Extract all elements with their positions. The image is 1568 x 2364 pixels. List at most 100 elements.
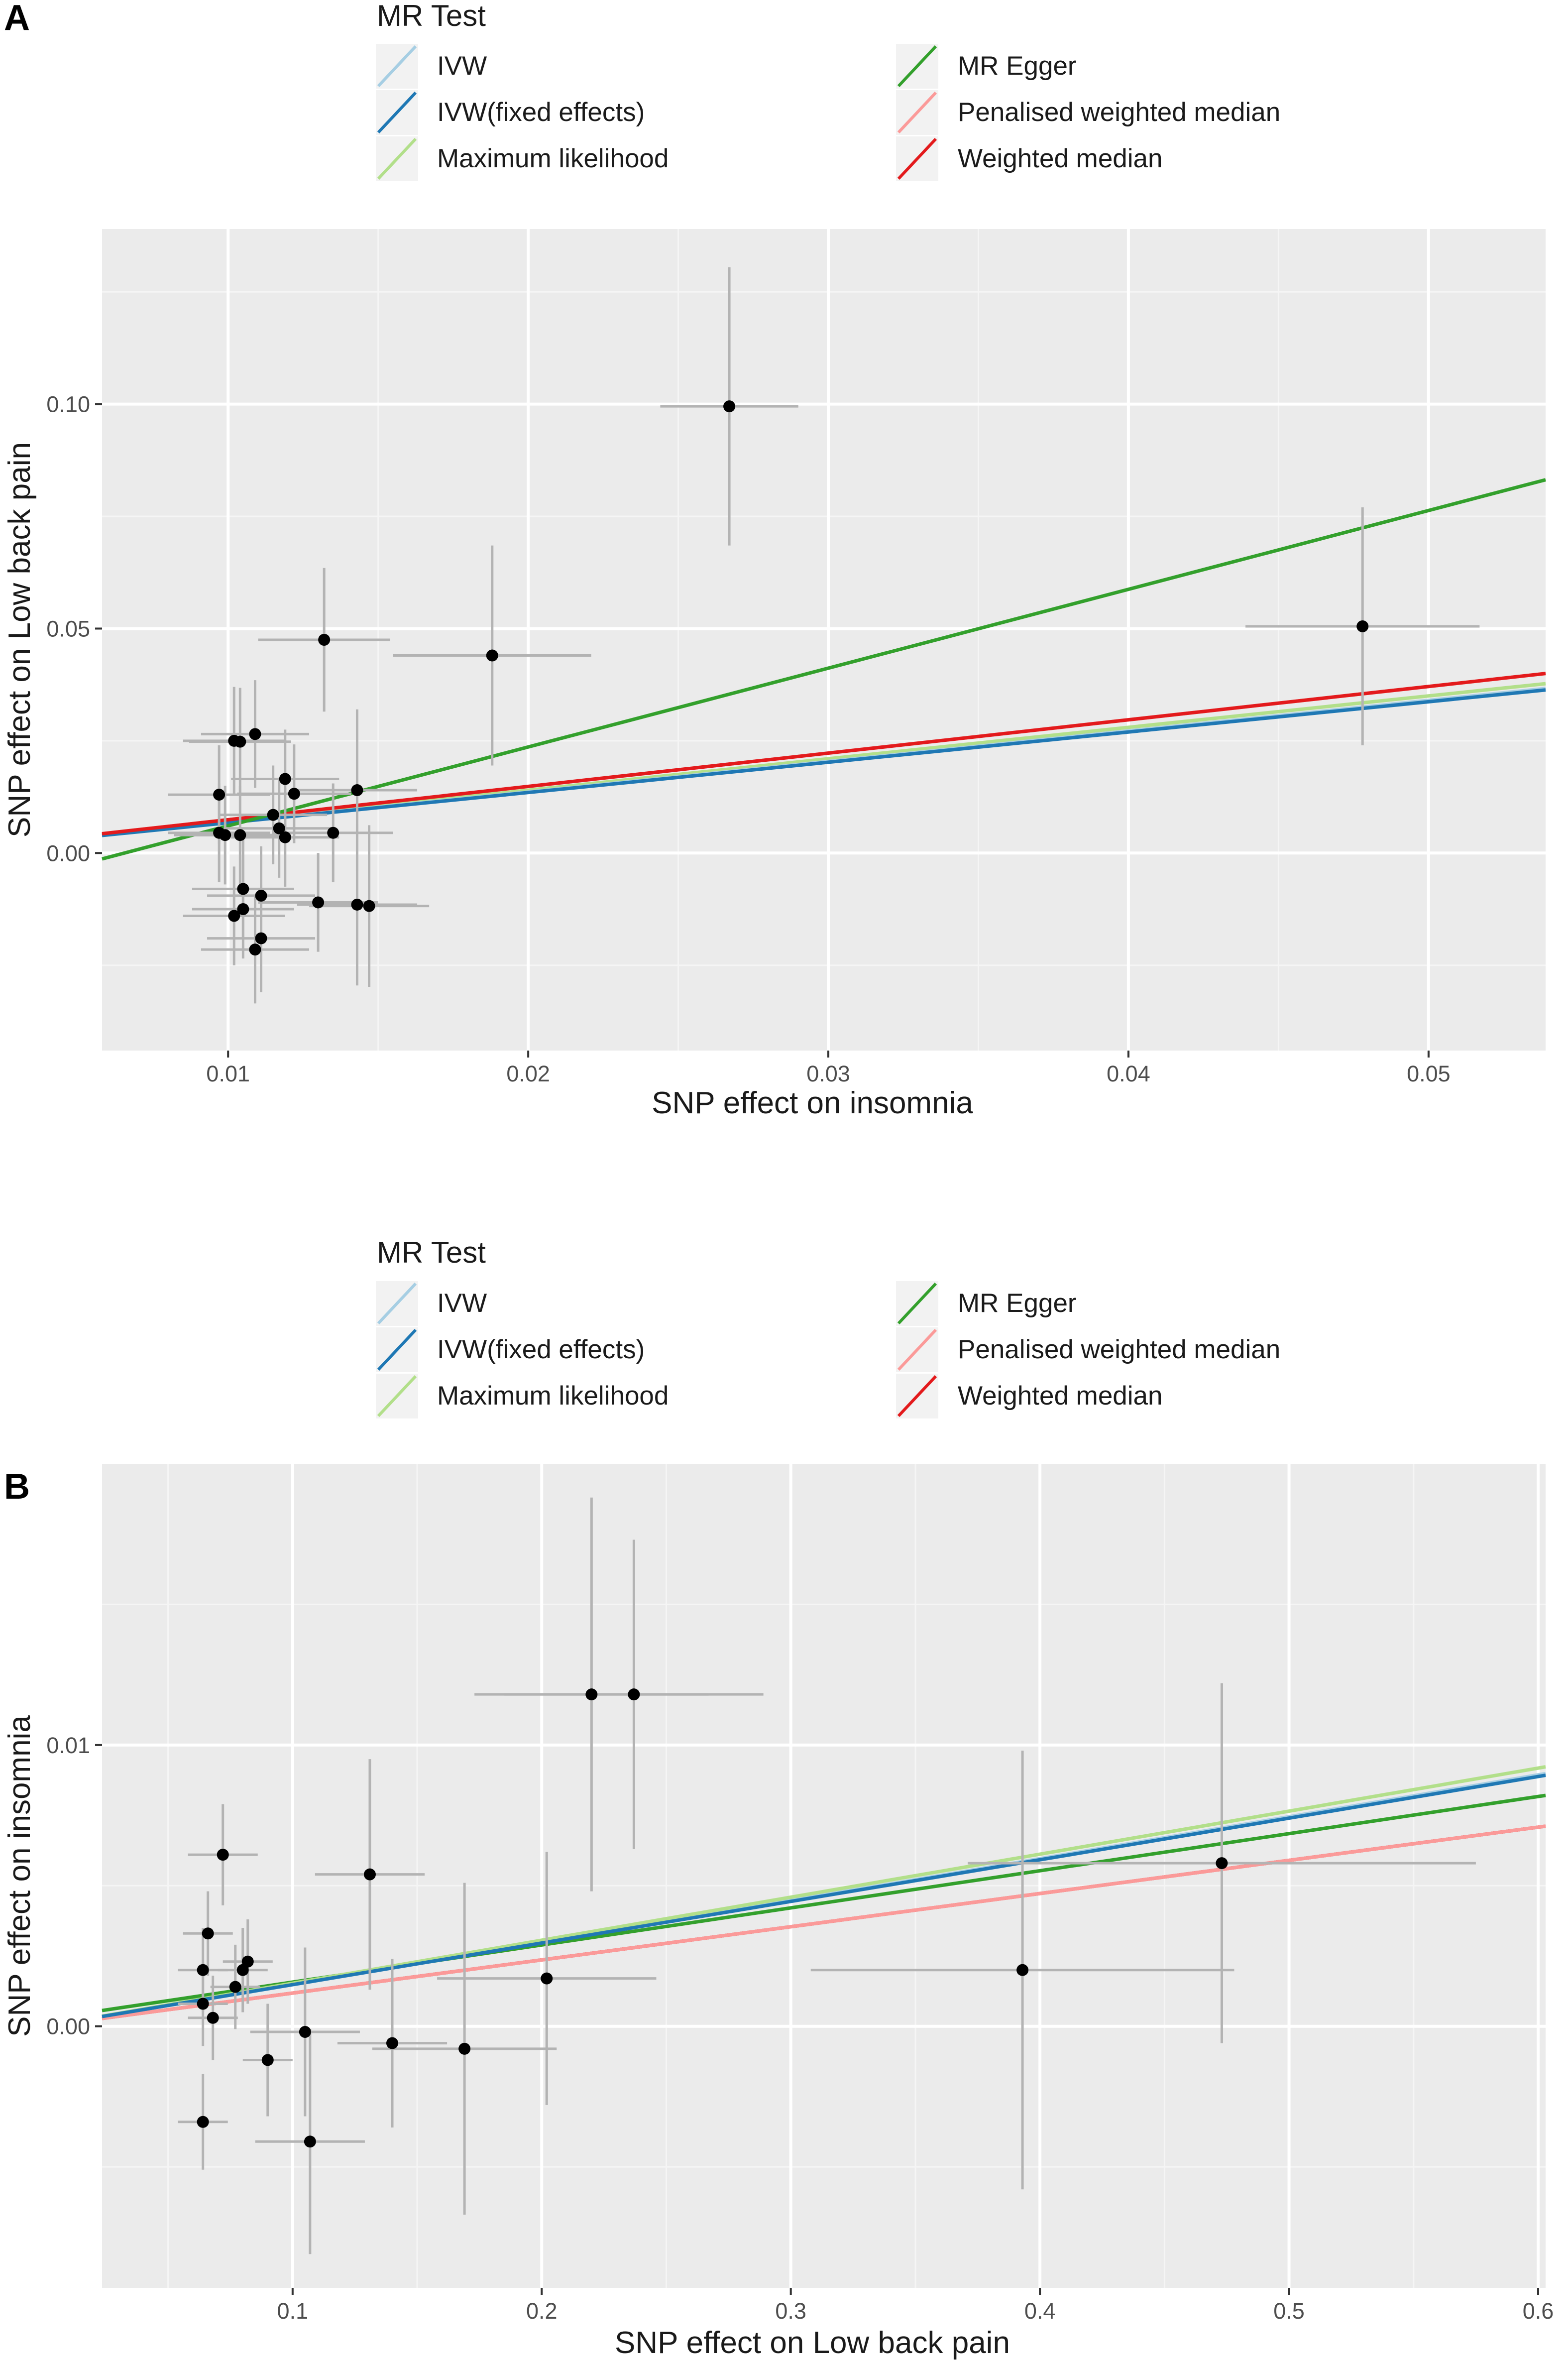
panel-a-legend-title: MR Test [377, 0, 486, 32]
panel-b-legend-entry-weighted-median: Weighted median [896, 1374, 1163, 1418]
panel-a-data-point [273, 822, 285, 834]
panel-a-data-point [255, 932, 267, 945]
panel-a-data-point [486, 649, 498, 662]
panel-a-regression-lines [102, 478, 1546, 861]
panel-a-data-point [249, 944, 261, 956]
panel-b-legend-key-weighted-median [897, 1375, 937, 1418]
panel-b-data-point [261, 2054, 274, 2066]
panel-a-points [213, 400, 1369, 956]
panel-b-data-point [207, 2011, 219, 2024]
panel-a-legend-entry-ivw-fixed: IVW(fixed effects) [376, 90, 645, 135]
panel-a-data-point [312, 896, 325, 909]
panel-b-legend-key-ivw-fixed [377, 1328, 417, 1371]
panel-b-x-tick-label: 0.2 [526, 2298, 558, 2324]
panel-b-x-tick-label: 0.5 [1273, 2298, 1305, 2324]
panel-b-legend-title: MR Test [377, 1236, 486, 1269]
panel-a-data-point [723, 400, 736, 413]
panel-a-gridlines [102, 229, 1546, 1051]
panel-a-legend-entry-mr-egger: MR Egger [896, 44, 1077, 89]
panel-b-data-point [197, 2116, 209, 2128]
panel-a-data-point [228, 910, 240, 922]
panel-a-data-point [249, 728, 261, 740]
panel-a-x-tick-label: 0.02 [506, 1061, 550, 1086]
panel-a-data-point [279, 773, 291, 785]
panel-b-data-point [585, 1688, 598, 1701]
panel-b-legend: MR Test IVW IVW(fixed effects) Maximum l… [376, 1236, 1280, 1418]
panel-b-data-point [1216, 1857, 1228, 1870]
panel-a-legend-key-mr-egger [897, 45, 937, 88]
panel-b-legend-label-mr-egger: MR Egger [958, 1289, 1077, 1318]
panel-a-x-tick-label: 0.05 [1407, 1061, 1451, 1086]
panel-a-data-point [237, 883, 249, 895]
panel-b-x-tick-label: 0.1 [277, 2298, 309, 2324]
panel-a-data-point [237, 903, 249, 915]
panel-a-legend-entry-max-likelihood: Maximum likelihood [376, 136, 669, 181]
panel-b-legend-entry-penalised-wm: Penalised weighted median [896, 1327, 1280, 1372]
panel-a-axis-ticks: 0.01 0.02 0.03 0.04 0.05 0.00 0.05 0.10 [46, 392, 1450, 1086]
panel-a-y-tick-label: 0.00 [46, 840, 90, 866]
panel-b-data-point [1016, 1964, 1029, 1976]
panel-b-legend-key-mr-egger [897, 1282, 937, 1325]
panel-a-data-point [267, 809, 279, 821]
panel-a-legend-label-mr-egger: MR Egger [958, 51, 1077, 81]
panel-a-legend-label-penalised-wm: Penalised weighted median [958, 98, 1280, 127]
panel-a-data-point [327, 827, 339, 839]
panel-b-line-ivw-fixed-effects [102, 1773, 1546, 2018]
panel-b-legend-key-ivw [377, 1282, 417, 1325]
panel-b-y-axis-title: SNP effect on insomnia [2, 1715, 37, 2037]
panel-a-label: A [4, 0, 30, 38]
panel-b-legend-label-ivw-fixed: IVW(fixed effects) [437, 1335, 645, 1364]
panel-b-data-point [458, 2042, 471, 2055]
panel-a-legend-key-ivw [377, 45, 417, 88]
panel-b-line-penalised-weighted-median [102, 1824, 1546, 2020]
panel-b-legend-entry-max-likelihood: Maximum likelihood [376, 1374, 669, 1418]
panel-a-legend-key-ivw-fixed [377, 91, 417, 134]
panel-a-legend-key-max-likelihood [377, 137, 417, 180]
panel-a-legend-entry-penalised-wm: Penalised weighted median [896, 90, 1280, 135]
panel-b-regression-lines [102, 1765, 1546, 2020]
panel-a-data-point [213, 789, 225, 801]
panel-a-legend-entry-weighted-median: Weighted median [896, 136, 1163, 181]
panel-b-data-point [386, 2037, 399, 2049]
panel-b-legend-entry-ivw-fixed: IVW(fixed effects) [376, 1327, 645, 1372]
panel-a-data-point [219, 829, 231, 841]
panel-a-data-point [363, 900, 375, 912]
panel-a-y-tick-label: 0.05 [46, 616, 90, 641]
panel-b-data-point [304, 2135, 316, 2148]
panel-b-legend-label-weighted-median: Weighted median [958, 1381, 1163, 1411]
panel-a-data-point [279, 831, 291, 843]
panel-a-legend-label-ivw: IVW [437, 51, 487, 81]
panel-a-x-tick-label: 0.01 [206, 1061, 250, 1086]
panel-a-data-point [318, 634, 331, 646]
panel-b-data-point [628, 1688, 640, 1701]
panel-b-data-point [229, 1981, 241, 1993]
panel-a-y-tick-label: 0.10 [46, 392, 90, 417]
panel-b-data-point [363, 1868, 376, 1881]
panel-b-data-point [217, 1849, 229, 1861]
panel-b-legend-label-ivw: IVW [437, 1289, 487, 1318]
panel-a-data-point [1356, 620, 1369, 632]
panel-b-x-tick-label: 0.6 [1523, 2298, 1554, 2324]
panel-b-data-point [197, 1964, 209, 1976]
panel-b-x-tick-label: 0.3 [775, 2298, 806, 2324]
panel-a-data-point [351, 784, 363, 797]
panel-a-line-mr-egger [102, 478, 1546, 861]
panel-b-legend-label-max-likelihood: Maximum likelihood [437, 1381, 669, 1411]
panel-a-legend-key-penalised-wm [897, 91, 937, 134]
panel-b-data-point [197, 1998, 209, 2010]
panel-b-data-point [299, 2025, 311, 2038]
panel-b-x-axis-title: SNP effect on Low back pain [615, 2326, 1010, 2360]
panel-b-y-tick-label: 0.01 [46, 1733, 90, 1758]
panel-a-data-point [288, 788, 300, 800]
panel-a-line-weighted-median [102, 672, 1546, 835]
panel-b: B MR Test IVW IVW(fixed effects) Maximum… [2, 1236, 1554, 2360]
panel-b-plot-background [102, 1464, 1546, 2288]
panel-b-legend-label-penalised-wm: Penalised weighted median [958, 1335, 1280, 1364]
panel-b-points [197, 1688, 1228, 2148]
panel-a-legend-label-weighted-median: Weighted median [958, 144, 1163, 173]
panel-a-legend-entry-ivw: IVW [376, 44, 487, 89]
panel-b-y-tick-label: 0.00 [46, 2014, 90, 2039]
panel-a-x-tick-label: 0.04 [1107, 1061, 1150, 1086]
panel-b-axis-ticks: 0.1 0.2 0.3 0.4 0.5 0.6 0.00 0.01 [46, 1733, 1554, 2324]
